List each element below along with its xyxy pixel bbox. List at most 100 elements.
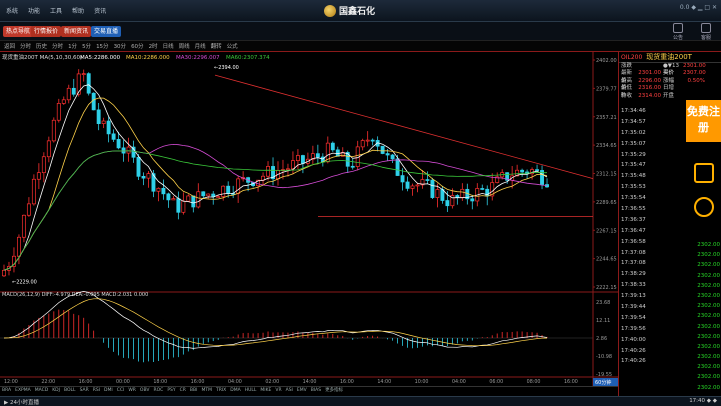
indicator-tab[interactable]: MIKE (260, 387, 272, 393)
indicator-tab[interactable]: BRA (2, 387, 12, 393)
tool-button[interactable]: 公告 (669, 23, 687, 41)
tick-time: 17:36:37 (621, 216, 646, 223)
quick-button[interactable]: 交易直播 (91, 26, 122, 37)
kline-chart[interactable]: 现货重油200T MA(5,10,30,60)MA5:2286.000 MA10:… (0, 52, 618, 386)
lightbulb-icon[interactable] (694, 197, 714, 217)
tick-prices: 2302.00 2302.00 2302.00 2302.00 2302.00 2302.… (688, 240, 721, 393)
window-controls[interactable]: 0.0 ◆ ▁ □ ✕ (679, 4, 717, 11)
indicator-tab[interactable]: DMA (230, 387, 241, 393)
quote-rows: 涨跌 ●▼13买价 2301.00 最新价 2301.00 卖价 2307.00 最高价 229… (619, 63, 721, 100)
indicator-tab[interactable]: BIAS (310, 387, 322, 393)
quick-button[interactable]: 行情报价 (31, 26, 62, 37)
menu-item[interactable]: 帮助 (72, 8, 85, 15)
period-tab[interactable]: 历史 (36, 44, 48, 50)
period-tab[interactable]: 翻转 (210, 44, 222, 50)
indicator-tab[interactable]: VR (275, 387, 282, 393)
indicator-tab[interactable]: OBV (139, 387, 150, 393)
period-tab[interactable]: 15分 (96, 44, 109, 50)
free-register-button[interactable]: 免费注册 (686, 100, 721, 142)
indicator-tab[interactable]: PSY (167, 387, 176, 393)
menu-item[interactable]: 功能 (28, 8, 41, 15)
candle-body (300, 155, 305, 164)
period-tab[interactable]: 2时 (148, 44, 158, 50)
menu-item[interactable]: 资讯 (94, 8, 107, 15)
candle-body (286, 168, 290, 171)
tick-time: 17:35:47 (621, 162, 646, 169)
period-tab[interactable]: 周线 (178, 44, 190, 50)
period-tab[interactable]: 30分 (113, 44, 127, 50)
candle-body (101, 120, 106, 124)
candle-body (91, 92, 96, 111)
tick-time: 17:36:47 (621, 227, 646, 234)
period-tab[interactable]: 月线 (194, 44, 206, 50)
period-tab[interactable]: 公式 (226, 44, 238, 50)
tick-time: 17:37:08 (621, 249, 646, 256)
candle-body (186, 195, 191, 202)
tick-row: 17:39:44 (619, 302, 689, 313)
indicator-tab[interactable]: 更多指标 (325, 388, 344, 393)
tool-button[interactable]: 客服 (697, 23, 715, 41)
tick-time: 17:37:08 (621, 260, 646, 267)
tick-time: 17:35:02 (621, 129, 646, 136)
macd-tick: 23.68 (596, 300, 610, 306)
tick-list: 17:34:46 17:34:57 17:35:02 17:35:07 17:35:29… (619, 106, 689, 367)
candle-body (365, 139, 370, 142)
indicator-tab[interactable]: BBI (189, 387, 198, 393)
chat-icon[interactable] (694, 163, 714, 183)
menu-item[interactable]: 系统 (6, 8, 19, 15)
period-tab[interactable]: 分时 (20, 44, 32, 50)
quote-row: 昨收 2314.00 开盘 (619, 93, 721, 100)
indicator-tab[interactable]: BOLL (63, 387, 76, 393)
logo-icon (324, 4, 336, 17)
indicator-tab[interactable]: MTM (201, 387, 212, 393)
status-left[interactable]: ▶ 24小时直播 (4, 400, 39, 406)
indicator-tab[interactable]: RSI (92, 387, 101, 393)
quote-title: OIL200 现货重油200T (619, 52, 721, 63)
quick-button[interactable]: 热点导航 (3, 26, 34, 37)
tick-time: 17:39:44 (621, 304, 646, 311)
candle-body (31, 178, 36, 205)
app-logo: 国鑫石化 (324, 4, 375, 17)
tick-time: 17:40:26 (621, 358, 646, 365)
indicator-tab[interactable]: WR (128, 387, 136, 393)
candle-body (151, 173, 156, 192)
tick-row: 17:39:54 (619, 313, 689, 324)
candle-body (295, 155, 300, 161)
indicator-tab[interactable]: ROC (153, 387, 164, 393)
indicator-tab[interactable]: SAR (79, 387, 89, 393)
period-tab[interactable]: 60分 (131, 44, 144, 50)
indicator-tab[interactable]: ASI (285, 387, 293, 393)
indicator-tab[interactable]: CR (179, 387, 186, 393)
period-tab[interactable]: 返回 (4, 44, 16, 50)
indicator-tab[interactable]: KDJ (52, 387, 60, 393)
trend-line (214, 74, 594, 180)
indicator-tab[interactable]: TRIX (215, 387, 227, 393)
quote-panel: OIL200 现货重油200T 涨跌 ●▼13买价 2301.00 最新价 2301.0… (618, 52, 721, 398)
menu-item[interactable]: 工具 (50, 8, 63, 15)
price-tick: 2357.21 (596, 115, 617, 121)
period-tab[interactable]: 1分 (68, 44, 78, 50)
period-tab[interactable]: 日线 (162, 44, 174, 50)
quote-value: 2307.00 (683, 70, 706, 77)
tick-row: 17:40:26 (619, 346, 689, 357)
indicator-tab[interactable]: CCI (116, 387, 125, 393)
indicator-tab[interactable]: DMI (104, 387, 113, 393)
indicator-tab[interactable]: MACD (34, 387, 49, 393)
period-tab[interactable]: 5分 (82, 44, 92, 50)
tool-icons: 公告 客服 (669, 23, 715, 41)
quote-label: 日增 (663, 85, 675, 92)
tool-label: 客服 (700, 35, 711, 41)
period-badge (593, 378, 618, 386)
indicator-tab[interactable]: EMV (296, 387, 307, 393)
quote-code: OIL200 (621, 53, 643, 61)
quick-button[interactable]: 新闻资讯 (61, 26, 92, 37)
time-tick: 04:00 (228, 379, 242, 385)
candle-body (380, 145, 385, 154)
indicator-tab[interactable]: HULL (244, 387, 257, 393)
candle-body (490, 182, 495, 197)
tick-time: 17:35:48 (621, 173, 646, 180)
period-tab[interactable]: 分时 (52, 44, 64, 50)
indicator-tab[interactable]: EXPMA (15, 387, 31, 393)
time-tick: 08:00 (527, 379, 541, 385)
chart-bg (0, 52, 618, 386)
